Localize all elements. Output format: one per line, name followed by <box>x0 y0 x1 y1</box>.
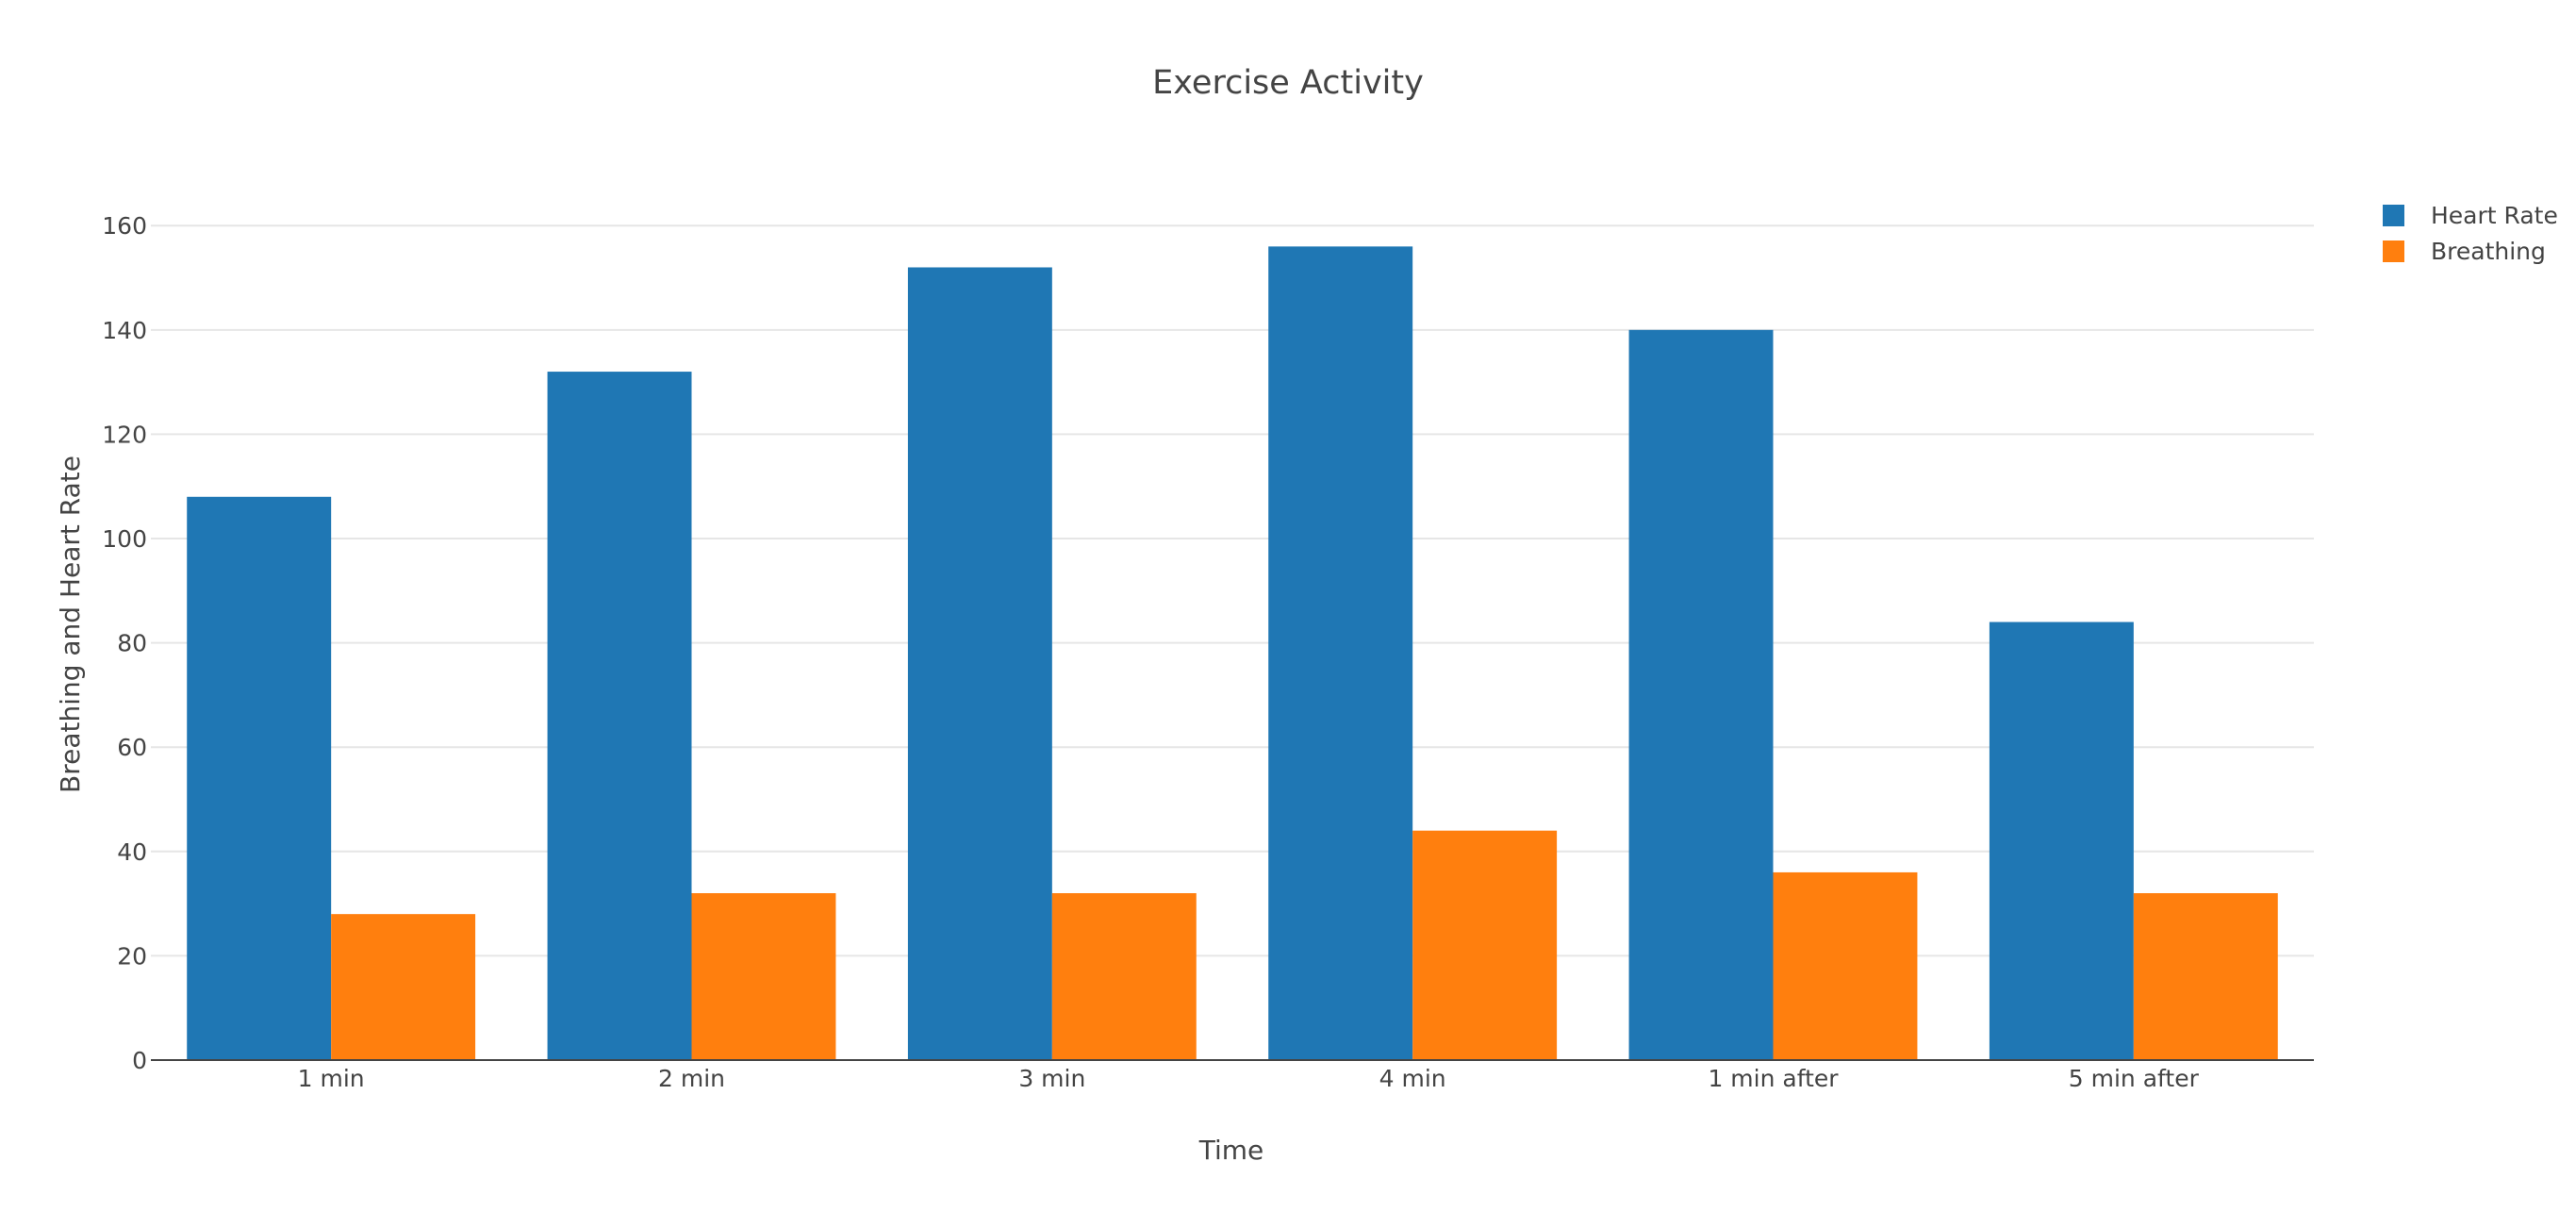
chart-title: Exercise Activity <box>1152 64 1424 102</box>
bar-breathing[interactable] <box>1412 830 1558 1060</box>
x-tick-labels: 1 min 2 min 3 min 4 min 1 min after 5 min aft… <box>298 1065 2200 1092</box>
bar-heart-rate[interactable] <box>187 496 332 1060</box>
y-tick-label: 0 <box>132 1047 147 1074</box>
x-tick-label: 1 min <box>298 1065 365 1092</box>
legend-swatch <box>2383 241 2404 262</box>
y-tick-label: 160 <box>102 212 147 240</box>
bar-heart-rate[interactable] <box>547 372 692 1061</box>
legend-item[interactable]: Breathing <box>2383 238 2546 265</box>
y-tick-labels: 0 20 40 60 80 100 120 140 160 <box>102 212 147 1074</box>
x-tick-label: 5 min after <box>2069 1065 2200 1092</box>
bars <box>187 246 2278 1061</box>
x-tick-label: 3 min <box>1018 1065 1085 1092</box>
gridlines <box>151 224 2314 957</box>
y-tick-label: 40 <box>117 838 147 866</box>
legend-label: Heart Rate <box>2431 202 2558 229</box>
y-tick-label: 80 <box>117 630 147 657</box>
legend[interactable]: Heart Rate Breathing <box>2383 202 2558 265</box>
legend-item[interactable]: Heart Rate <box>2383 202 2558 229</box>
legend-label: Breathing <box>2431 238 2546 265</box>
x-axis-title: Time <box>1198 1135 1264 1166</box>
bar-heart-rate[interactable] <box>1628 329 1774 1060</box>
y-tick-label: 100 <box>102 525 147 553</box>
bar-breathing[interactable] <box>691 893 836 1060</box>
x-tick-label: 4 min <box>1379 1065 1446 1092</box>
bar-breathing[interactable] <box>1773 871 1918 1060</box>
y-tick-label: 60 <box>117 734 147 761</box>
x-tick-label: 2 min <box>658 1065 725 1092</box>
y-tick-label: 120 <box>102 421 147 448</box>
legend-swatch <box>2383 205 2404 226</box>
y-axis-title: Breathing and Heart Rate <box>55 456 86 793</box>
bar-heart-rate[interactable] <box>907 267 1052 1060</box>
bar-breathing[interactable] <box>1051 893 1197 1060</box>
bar-breathing[interactable] <box>331 914 476 1060</box>
bar-heart-rate[interactable] <box>1268 246 1413 1060</box>
y-tick-label: 140 <box>102 317 147 344</box>
bar-heart-rate[interactable] <box>1989 622 2134 1061</box>
y-tick-label: 20 <box>117 942 147 970</box>
bar-breathing[interactable] <box>2133 893 2278 1060</box>
x-tick-label: 1 min after <box>1708 1065 1839 1092</box>
